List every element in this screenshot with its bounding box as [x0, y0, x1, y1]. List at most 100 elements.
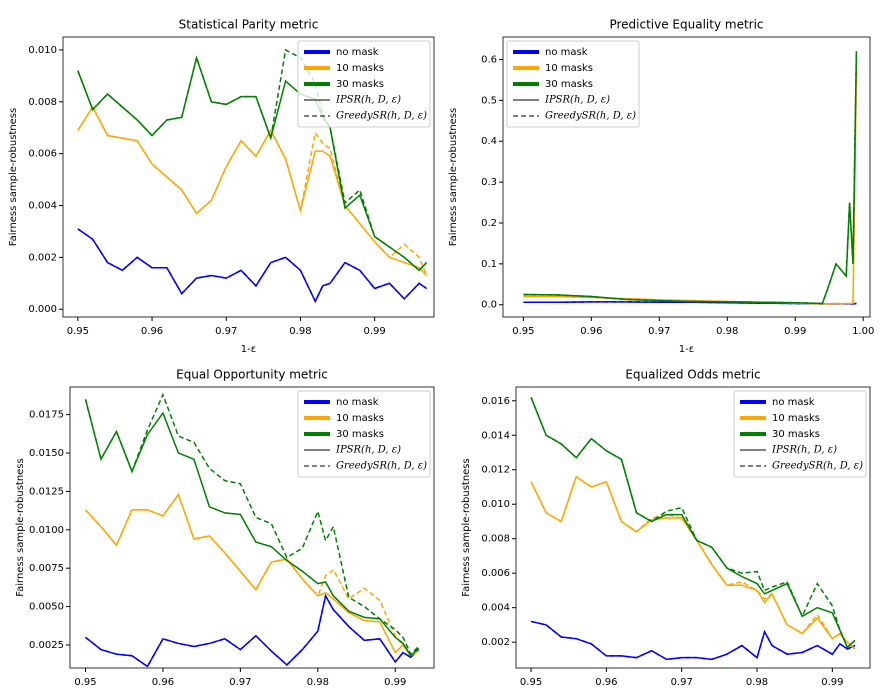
x-tick-label: 0.98	[289, 326, 311, 337]
series-line	[77, 105, 428, 277]
x-tick-label: 0.96	[595, 677, 617, 688]
legend: no mask 10 masks 30 masks IPSR(h, D, ε) Gree…	[297, 40, 431, 128]
legend-label: 10 masks	[336, 63, 384, 74]
x-axis-label: 1-ε	[241, 344, 256, 355]
y-tick-label: 0.004	[481, 603, 510, 614]
y-tick-label: 0.0050	[29, 602, 64, 613]
x-tick-label: 0.96	[152, 677, 174, 688]
x-tick-label: 0.99	[821, 677, 843, 688]
x-tick-label: 0.98	[716, 326, 738, 337]
y-tick-label: 0.5	[481, 95, 497, 106]
y-axis-label: Fairness sample-robustness	[448, 108, 459, 246]
series-line	[77, 228, 428, 304]
legend-label: GreedySR(h, D, ε)	[545, 111, 636, 122]
x-tick-label: 0.98	[307, 677, 329, 688]
x-tick-label: 0.97	[229, 677, 251, 688]
y-tick-label: 0.0100	[29, 525, 64, 536]
y-tick-label: 0.002	[28, 252, 57, 263]
x-tick-label: 0.95	[67, 326, 89, 337]
series-line	[530, 475, 856, 650]
series-line	[85, 593, 420, 668]
chart-title: Equal Opportunity metric	[176, 368, 328, 382]
legend-label: IPSR(h, D, ε)	[335, 445, 401, 456]
series-line	[523, 51, 858, 305]
y-axis-label: Fairness sample-robustness	[8, 108, 19, 246]
x-tick-label: 0.99	[784, 326, 806, 337]
plot-frame	[69, 386, 435, 669]
legend-label: GreedySR(h, D, ε)	[336, 461, 427, 472]
y-tick-label: 0.004	[28, 201, 57, 212]
x-tick-label: 0.96	[141, 326, 163, 337]
y-tick-label: 0.006	[481, 568, 510, 579]
legend-label: 30 masks	[336, 429, 384, 440]
legend-label: 10 masks	[545, 63, 593, 74]
series-line	[84, 492, 419, 657]
series-line	[530, 620, 856, 661]
legend-label: GreedySR(h, D, ε)	[772, 461, 863, 472]
legend-label: no mask	[545, 47, 588, 58]
legend-label: 10 masks	[336, 413, 384, 424]
y-tick-label: 0.010	[481, 499, 510, 510]
y-tick-label: 0.3	[481, 177, 497, 188]
y-tick-label: 0.008	[28, 97, 57, 108]
y-tick-label: 0.2	[481, 218, 497, 229]
y-tick-label: 0.0	[481, 300, 497, 311]
series-line	[530, 397, 856, 649]
series-line	[77, 228, 428, 304]
legend-label: 30 masks	[545, 79, 593, 90]
y-axis-label: Fairness sample-robustness	[461, 458, 472, 596]
y-tick-label: 0.4	[481, 136, 497, 147]
y-tick-label: 0.1	[481, 259, 497, 270]
x-tick-label: 0.97	[215, 326, 237, 337]
y-tick-label: 0.016	[481, 396, 510, 407]
y-tick-label: 0.0025	[29, 640, 64, 651]
legend-box	[297, 40, 431, 128]
y-tick-label: 0.014	[481, 430, 510, 441]
x-tick-label: 0.98	[746, 677, 768, 688]
legend-label: 10 masks	[772, 413, 820, 424]
legend-label: IPSR(h, D, ε)	[771, 445, 837, 456]
x-tick-label: 0.99	[384, 677, 406, 688]
subplot: Predictive Equality metric 1-ε Fairness sa…	[448, 18, 874, 356]
series-line	[530, 475, 856, 650]
x-tick-label: 0.97	[648, 326, 670, 337]
x-tick-label: 1.00	[852, 326, 874, 337]
legend: no mask 10 masks 30 masks IPSR(h, D, ε) Gree…	[506, 40, 640, 128]
legend-label: 30 masks	[772, 429, 820, 440]
legend-label: GreedySR(h, D, ε)	[336, 111, 427, 122]
plot-frame	[62, 36, 435, 318]
series-line	[84, 392, 420, 656]
series-line	[77, 48, 428, 272]
series-line	[85, 593, 420, 668]
y-tick-label: 0.0075	[29, 563, 64, 574]
chart-title: Statistical Parity metric	[179, 18, 319, 32]
x-tick-label: 0.95	[520, 677, 542, 688]
plot-frame	[502, 36, 871, 318]
chart-title: Equalized Odds metric	[625, 368, 760, 382]
x-axis-label: 1-ε	[679, 344, 694, 355]
y-tick-label: 0.010	[28, 45, 57, 56]
subplot: Statistical Parity metric 1-ε Fairness sam…	[8, 18, 435, 355]
y-tick-label: 0.002	[481, 637, 510, 648]
chart-title: Predictive Equality metric	[609, 18, 763, 32]
legend-label: 30 masks	[336, 79, 384, 90]
y-tick-label: 0.0175	[29, 410, 64, 421]
x-tick-label: 0.97	[671, 677, 693, 688]
y-tick-label: 0.6	[481, 54, 497, 65]
plot-frame	[515, 386, 871, 669]
legend: no mask 10 masks 30 masks IPSR(h, D, ε) Gree…	[733, 390, 867, 478]
legend-box	[297, 390, 431, 478]
series-line	[530, 620, 856, 661]
legend-label: no mask	[336, 397, 379, 408]
legend-label: no mask	[772, 397, 815, 408]
x-tick-label: 0.95	[512, 326, 534, 337]
series-line	[84, 492, 419, 657]
y-tick-label: 0.0150	[29, 448, 64, 459]
y-tick-label: 0.008	[481, 534, 510, 545]
legend-box	[733, 390, 867, 478]
y-tick-label: 0.0125	[29, 486, 64, 497]
legend-label: IPSR(h, D, ε)	[544, 95, 610, 106]
y-tick-label: 0.000	[28, 304, 57, 315]
